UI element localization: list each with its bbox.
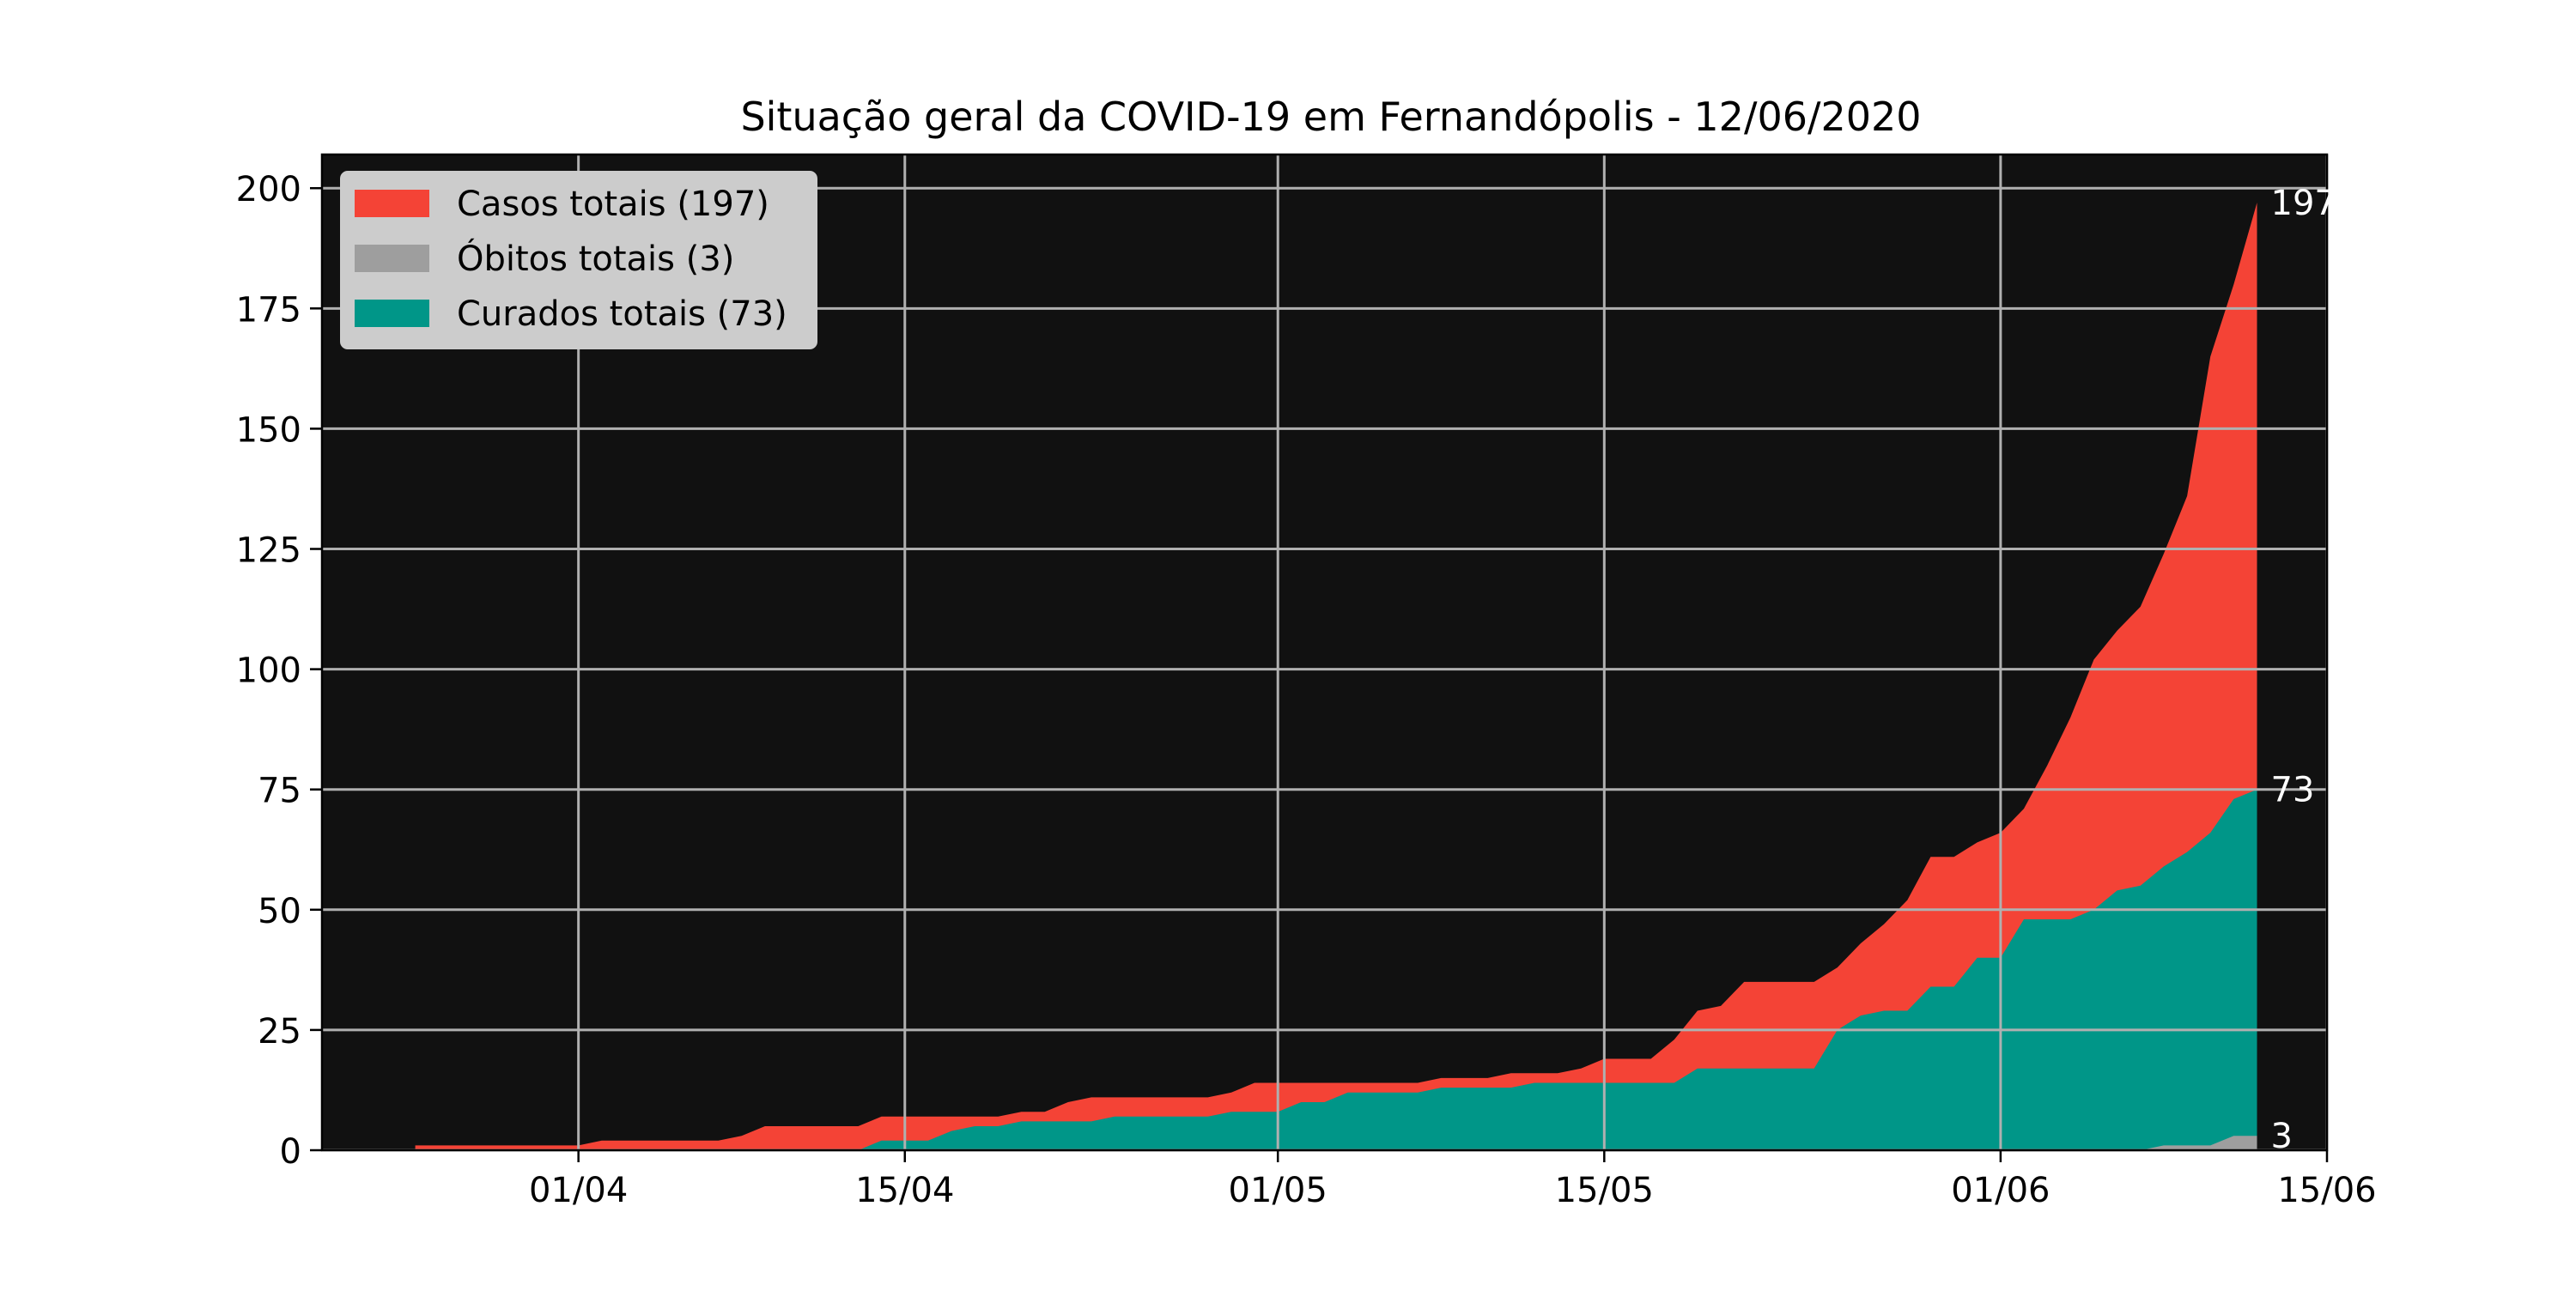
x-tick-label: 01/05 <box>1229 1171 1327 1210</box>
x-tick-label: 15/06 <box>2277 1171 2376 1210</box>
y-tick-label: 175 <box>236 290 301 330</box>
end-label-casos-totais-197: 197 <box>2271 184 2336 223</box>
area-curados-totais-73 <box>415 789 2257 1150</box>
end-label-curados-totais-73: 73 <box>2271 771 2315 810</box>
y-tick-label: 150 <box>236 410 301 450</box>
end-label-obitos-totais-3: 3 <box>2271 1117 2293 1156</box>
x-tick-label: 15/05 <box>1555 1171 1654 1210</box>
legend-swatch <box>355 245 429 272</box>
legend: Casos totais (197) Óbitos totais (3) Curad… <box>340 171 817 349</box>
y-tick-label: 0 <box>280 1132 301 1172</box>
y-tick-label: 200 <box>236 170 301 209</box>
y-tick-label: 75 <box>258 772 301 811</box>
legend-swatch <box>355 190 429 217</box>
chart-title: Situação geral da COVID-19 em Fernandópo… <box>740 94 1921 140</box>
x-tick-label: 01/06 <box>1951 1171 2050 1210</box>
legend-box <box>340 171 817 349</box>
y-tick-label: 25 <box>258 1012 301 1052</box>
y-tick-label: 125 <box>236 531 301 571</box>
x-tick-label: 15/04 <box>855 1171 954 1210</box>
y-tick-label: 50 <box>258 892 301 931</box>
y-tick-label: 100 <box>236 652 301 691</box>
x-tick-label: 01/04 <box>529 1171 628 1210</box>
legend-label: Óbitos totais (3) <box>457 238 734 279</box>
legend-label: Curados totais (73) <box>457 294 787 334</box>
legend-swatch <box>355 300 429 327</box>
legend-label: Casos totais (197) <box>457 185 769 224</box>
plot-frame <box>320 153 2329 1152</box>
